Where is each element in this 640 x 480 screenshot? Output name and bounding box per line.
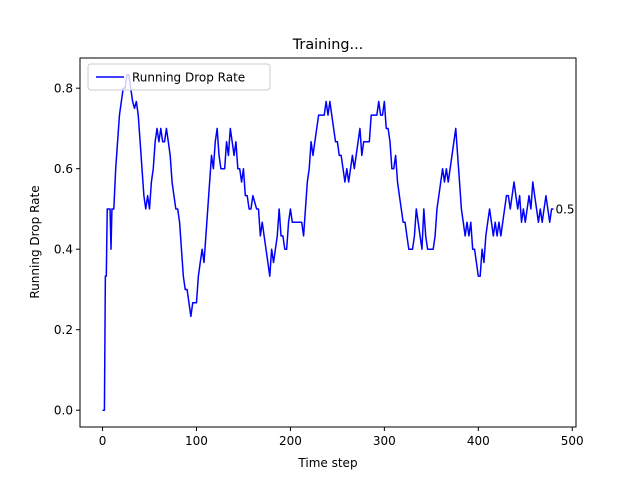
y-axis-label: Running Drop Rate — [28, 185, 42, 298]
x-tick-label: 400 — [467, 434, 490, 448]
y-tick-label: 0.6 — [54, 162, 73, 176]
y-tick-label: 0.2 — [54, 323, 73, 337]
x-tick-label: 100 — [185, 434, 208, 448]
x-tick-label: 200 — [279, 434, 302, 448]
plot-frame — [79, 57, 577, 428]
annotation: 0.5 — [555, 202, 574, 216]
legend-box — [87, 63, 271, 91]
x-axis-label: Time step — [297, 456, 357, 470]
chart-title: Training... — [292, 37, 364, 53]
y-tick-label: 0.0 — [54, 404, 73, 418]
y-tick-label: 0.4 — [54, 243, 73, 257]
x-tick-label: 0 — [99, 434, 107, 448]
y-tick-label: 0.8 — [54, 82, 73, 96]
x-tick-label: 300 — [373, 434, 396, 448]
legend-label: Running Drop Rate — [132, 71, 245, 85]
data-line — [102, 74, 554, 411]
x-tick-label: 500 — [561, 434, 584, 448]
